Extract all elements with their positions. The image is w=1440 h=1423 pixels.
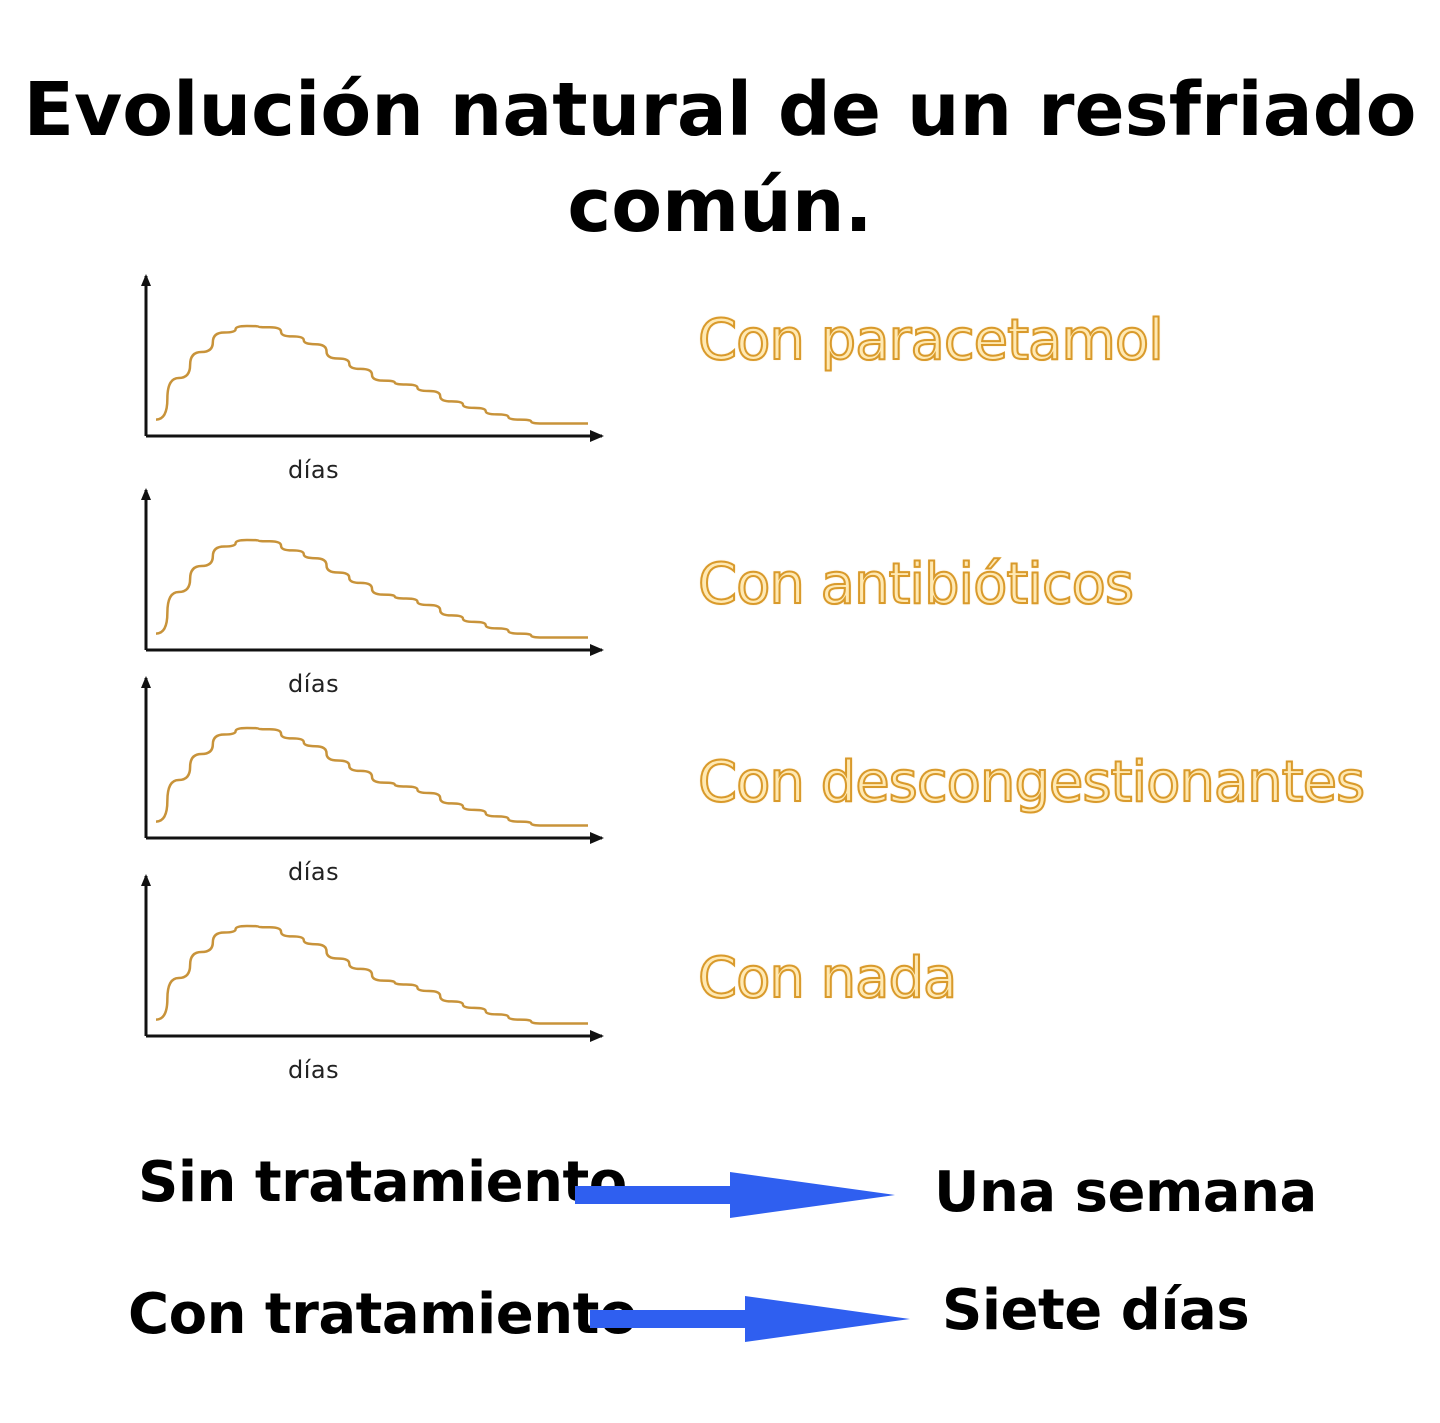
una-semana-text: Una semana	[934, 1160, 1317, 1225]
chart-descongestionantes	[130, 672, 610, 902]
chart-nada	[130, 870, 610, 1100]
title-line-2: común.	[567, 163, 873, 249]
x-axis-label-2: días	[288, 670, 340, 698]
series-line	[155, 924, 588, 1025]
con-tratamiento-text: Con tratamiento	[128, 1282, 637, 1347]
y-axis-arrowhead	[141, 874, 151, 886]
x-axis-label-3: días	[288, 858, 340, 886]
label-con-paracetamol: Con paracetamol	[697, 307, 1165, 374]
x-axis-label-1: días	[288, 456, 340, 484]
label-con-descongestionantes: Con descongestionantes	[697, 749, 1366, 816]
x-axis-arrowhead	[590, 1030, 604, 1042]
chart-svg-3	[141, 676, 604, 844]
y-axis-arrowhead	[141, 274, 151, 286]
series-line	[155, 538, 588, 639]
chart-antibioticos	[130, 484, 610, 714]
chart-paracetamol	[130, 270, 610, 500]
sin-tratamiento-text: Sin tratamiento	[138, 1150, 627, 1215]
x-axis-arrowhead	[590, 644, 604, 656]
chart-svg-4	[141, 874, 604, 1042]
series-line	[155, 324, 588, 425]
series-line	[155, 726, 588, 827]
x-axis-label-4: días	[288, 1056, 340, 1084]
arrow-shape-2	[590, 1296, 910, 1342]
siete-dias-text: Siete días	[942, 1278, 1250, 1343]
x-axis-arrowhead	[590, 430, 604, 442]
x-axis-arrowhead	[590, 832, 604, 844]
arrow-shape-1	[575, 1172, 895, 1218]
chart-svg-2	[141, 488, 604, 656]
y-axis-arrowhead	[141, 676, 151, 688]
label-con-nada: Con nada	[697, 945, 958, 1012]
arrow-right-icon	[575, 1172, 895, 1218]
label-con-antibioticos: Con antibióticos	[697, 551, 1135, 618]
chart-svg-1	[141, 274, 604, 442]
arrow-right-icon	[590, 1296, 910, 1342]
y-axis-arrowhead	[141, 488, 151, 500]
title-line-1: Evolución natural de un resfriado	[23, 67, 1417, 153]
page-title: Evolución natural de un resfriado común.	[0, 62, 1440, 254]
